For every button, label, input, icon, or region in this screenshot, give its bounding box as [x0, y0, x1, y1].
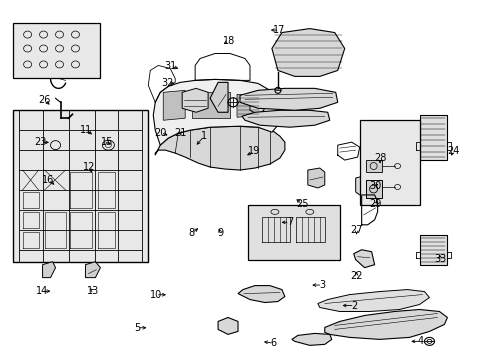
- Text: 9: 9: [217, 228, 223, 238]
- Polygon shape: [359, 120, 419, 205]
- Text: 26: 26: [39, 95, 51, 105]
- Polygon shape: [240, 88, 337, 110]
- Text: 33: 33: [433, 254, 446, 264]
- Text: 17: 17: [273, 25, 285, 35]
- Polygon shape: [247, 205, 339, 260]
- Text: 10: 10: [149, 290, 162, 300]
- Polygon shape: [249, 94, 264, 114]
- Polygon shape: [163, 90, 185, 120]
- Text: 18: 18: [223, 36, 235, 46]
- Polygon shape: [307, 168, 324, 188]
- Text: 6: 6: [270, 338, 276, 348]
- Polygon shape: [237, 94, 260, 117]
- Text: 4: 4: [417, 336, 423, 346]
- Polygon shape: [355, 175, 374, 195]
- Polygon shape: [85, 262, 100, 278]
- Polygon shape: [291, 333, 331, 345]
- Polygon shape: [210, 82, 227, 112]
- Text: 3: 3: [319, 280, 325, 290]
- Polygon shape: [317, 289, 428, 311]
- Polygon shape: [419, 235, 447, 265]
- Polygon shape: [242, 110, 329, 127]
- Polygon shape: [365, 180, 381, 198]
- Polygon shape: [419, 115, 447, 160]
- Text: 20: 20: [154, 128, 166, 138]
- Text: 30: 30: [368, 181, 381, 192]
- Polygon shape: [42, 262, 56, 278]
- Text: 32: 32: [161, 78, 173, 88]
- Text: 29: 29: [368, 199, 381, 210]
- Polygon shape: [13, 23, 100, 78]
- Text: 13: 13: [87, 286, 99, 296]
- Text: 21: 21: [174, 128, 186, 138]
- Text: 24: 24: [446, 145, 458, 156]
- Polygon shape: [353, 250, 374, 268]
- Polygon shape: [13, 110, 148, 262]
- Text: 1: 1: [201, 131, 206, 141]
- Text: 25: 25: [295, 199, 307, 210]
- Text: 7: 7: [286, 217, 292, 227]
- Polygon shape: [218, 318, 238, 334]
- Text: 8: 8: [188, 228, 195, 238]
- Text: 11: 11: [80, 125, 92, 135]
- Text: 27: 27: [350, 225, 362, 235]
- Polygon shape: [153, 80, 279, 145]
- Polygon shape: [182, 88, 208, 112]
- Polygon shape: [324, 310, 447, 339]
- Text: 23: 23: [35, 138, 47, 147]
- Polygon shape: [238, 285, 285, 302]
- Text: 12: 12: [83, 162, 96, 172]
- Polygon shape: [271, 28, 344, 76]
- Polygon shape: [192, 92, 229, 118]
- Text: 19: 19: [247, 146, 260, 156]
- Text: 14: 14: [36, 286, 48, 296]
- Text: 31: 31: [164, 61, 176, 71]
- Text: 15: 15: [101, 137, 113, 147]
- Text: 16: 16: [42, 175, 55, 185]
- Text: 5: 5: [134, 323, 140, 333]
- Text: 22: 22: [350, 271, 362, 281]
- Text: 2: 2: [351, 301, 357, 311]
- Text: 28: 28: [373, 153, 386, 163]
- Polygon shape: [155, 126, 285, 170]
- Polygon shape: [365, 160, 381, 172]
